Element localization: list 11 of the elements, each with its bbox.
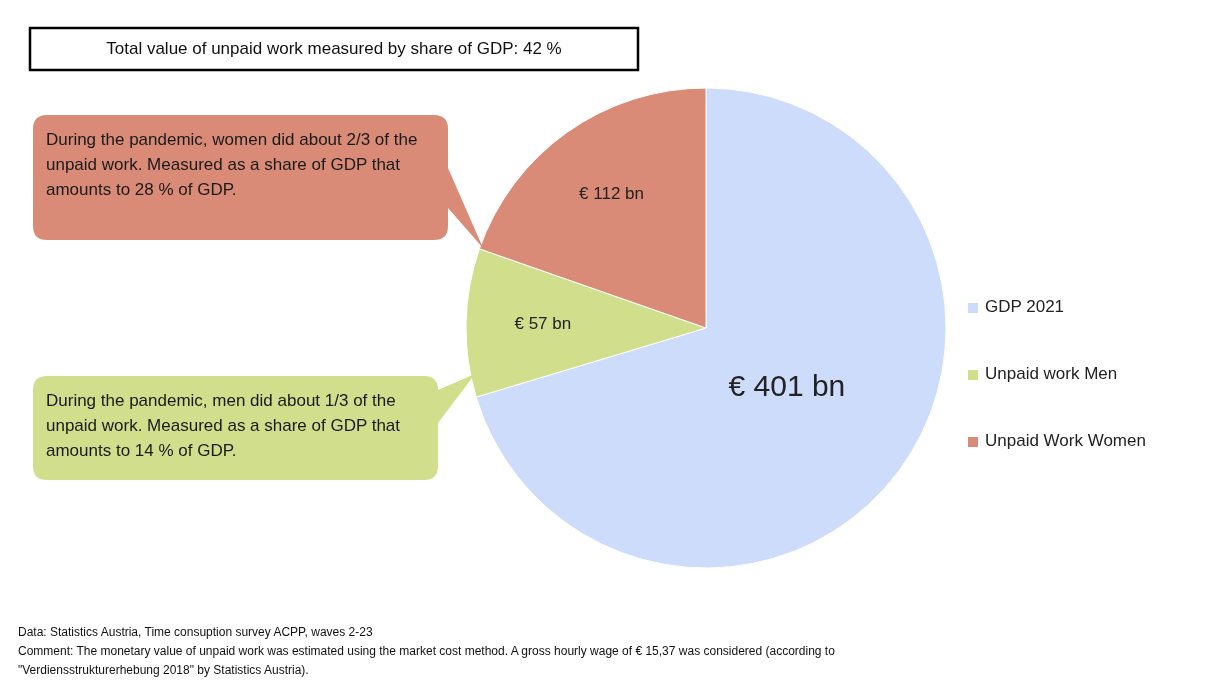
data-label: € 401 bn xyxy=(728,369,846,403)
text: During the pandemic, men did about 1/3 of the unpaid work. Measured as a share of GDP that amounts to 14 % of GDP. xyxy=(46,391,401,460)
chart-title: Total value of unpaid work measured by share of GDP: 42 % xyxy=(106,39,562,59)
text: Comment: The monetary value of unpaid work was estimated using the market cost method. A gross hourly wage of € 15,37 was considered (according to "Verdiensstrukturerhebung 2018" by Statistics Austria). xyxy=(18,644,836,677)
text: Data: Statistics Austria, Time consuption survey ACPP, waves 2-23 xyxy=(18,625,373,639)
legend-label: Unpaid Work Women xyxy=(985,431,1146,451)
text: During the pandemic, women did about 2/3 of the unpaid work. Measured as a share of GDP that amounts to 28 % of GDP. xyxy=(46,130,418,199)
data-label: € 112 bn xyxy=(579,184,644,204)
legend-label: Unpaid work Men xyxy=(985,364,1118,384)
legend-label: GDP 2021 xyxy=(985,297,1065,317)
data-label: € 57 bn xyxy=(514,313,572,333)
